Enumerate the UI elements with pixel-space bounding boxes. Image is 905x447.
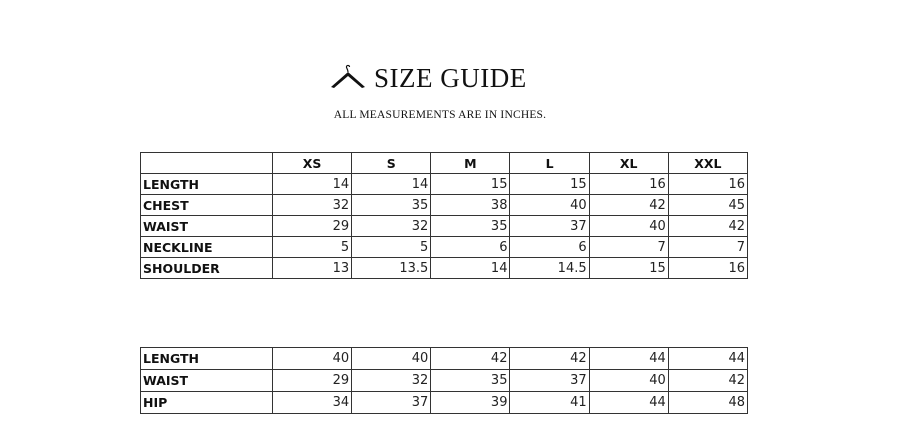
measurement-cell: 40 — [351, 347, 432, 370]
table-row: LENGTH 40 40 42 42 44 44 — [140, 347, 749, 370]
measurement-cell: 15 — [509, 173, 590, 195]
measurement-cell: 5 — [351, 236, 432, 258]
row-label: WAIST — [140, 215, 273, 237]
measurement-cell: 42 — [509, 347, 590, 370]
measurement-cell: 14 — [271, 173, 353, 195]
title-text: SIZE GUIDE — [374, 62, 527, 93]
size-header: XXL — [667, 152, 749, 174]
measurement-cell: 41 — [509, 391, 590, 414]
measurement-cell: 40 — [509, 194, 590, 216]
measurement-cell: 32 — [351, 215, 432, 237]
measurement-cell: 45 — [667, 194, 749, 216]
measurement-cell: 44 — [588, 391, 669, 414]
measurement-cell: 32 — [351, 369, 432, 392]
top-size-table: XS S M L XL XXL LENGTH 14 14 15 15 16 16 CHEST 3… — [140, 152, 749, 279]
measurement-cell: 32 — [271, 194, 353, 216]
measurement-cell: 38 — [430, 194, 511, 216]
row-label: SHOULDER — [140, 257, 273, 279]
size-header: S — [351, 152, 432, 174]
measurement-cell: 14.5 — [509, 257, 590, 279]
measurement-cell: 16 — [667, 257, 749, 279]
measurement-cell: 35 — [430, 215, 511, 237]
measurement-cell: 39 — [430, 391, 511, 414]
measurement-cell: 42 — [588, 194, 669, 216]
measurement-cell: 35 — [430, 369, 511, 392]
size-header: XS — [271, 152, 353, 174]
measurement-cell: 15 — [430, 173, 511, 195]
size-header: M — [430, 152, 511, 174]
measurement-cell: 37 — [509, 215, 590, 237]
measurement-cell: 35 — [351, 194, 432, 216]
measurement-cell: 44 — [667, 347, 749, 370]
table-row: LENGTH 14 14 15 15 16 16 — [140, 173, 749, 195]
measurement-cell: 34 — [271, 391, 353, 414]
row-label: LENGTH — [140, 347, 273, 370]
measurement-cell: 6 — [430, 236, 511, 258]
row-label: LENGTH — [140, 173, 273, 195]
header-row: XS S M L XL XXL — [140, 152, 749, 174]
table-row: HIP 34 37 39 41 44 48 — [140, 391, 749, 414]
hanger-icon — [331, 64, 365, 88]
measurement-cell: 16 — [667, 173, 749, 195]
table-row: WAIST 29 32 35 37 40 42 — [140, 369, 749, 392]
measurement-cell: 14 — [351, 173, 432, 195]
row-label: WAIST — [140, 369, 273, 392]
page-title: SIZE GUIDE — [328, 60, 527, 96]
subtitle: ALL MEASUREMENTS ARE IN INCHES. — [333, 109, 547, 121]
measurement-cell: 40 — [588, 369, 669, 392]
table-row: WAIST 29 32 35 37 40 42 — [140, 215, 749, 237]
row-label: HIP — [140, 391, 273, 414]
table-row: SHOULDER 13 13.5 14 14.5 15 16 — [140, 257, 749, 279]
table-row: CHEST 32 35 38 40 42 45 — [140, 194, 749, 216]
size-header: L — [509, 152, 590, 174]
measurement-cell: 14 — [430, 257, 511, 279]
measurement-cell: 13 — [271, 257, 353, 279]
bottom-size-table: LENGTH 40 40 42 42 44 44 WAIST 29 32 35 37 40 42 HIP 34… — [140, 347, 749, 414]
measurement-cell: 6 — [509, 236, 590, 258]
measurement-cell: 37 — [351, 391, 432, 414]
measurement-cell: 37 — [509, 369, 590, 392]
measurement-cell: 40 — [271, 347, 353, 370]
row-label: CHEST — [140, 194, 273, 216]
measurement-cell: 15 — [588, 257, 669, 279]
measurement-cell: 29 — [271, 215, 353, 237]
measurement-cell: 5 — [271, 236, 353, 258]
measurement-cell: 13.5 — [351, 257, 432, 279]
measurement-cell: 42 — [667, 215, 749, 237]
measurement-cell: 7 — [588, 236, 669, 258]
size-header: XL — [588, 152, 669, 174]
measurement-cell: 40 — [588, 215, 669, 237]
measurement-cell: 7 — [667, 236, 749, 258]
measurement-cell: 44 — [588, 347, 669, 370]
row-label: NECKLINE — [140, 236, 273, 258]
measurement-cell: 16 — [588, 173, 669, 195]
measurement-cell: 42 — [667, 369, 749, 392]
measurement-cell: 42 — [430, 347, 511, 370]
corner-cell — [140, 152, 273, 174]
table-row: NECKLINE 5 5 6 6 7 7 — [140, 236, 749, 258]
measurement-cell: 48 — [667, 391, 749, 414]
measurement-cell: 29 — [271, 369, 353, 392]
